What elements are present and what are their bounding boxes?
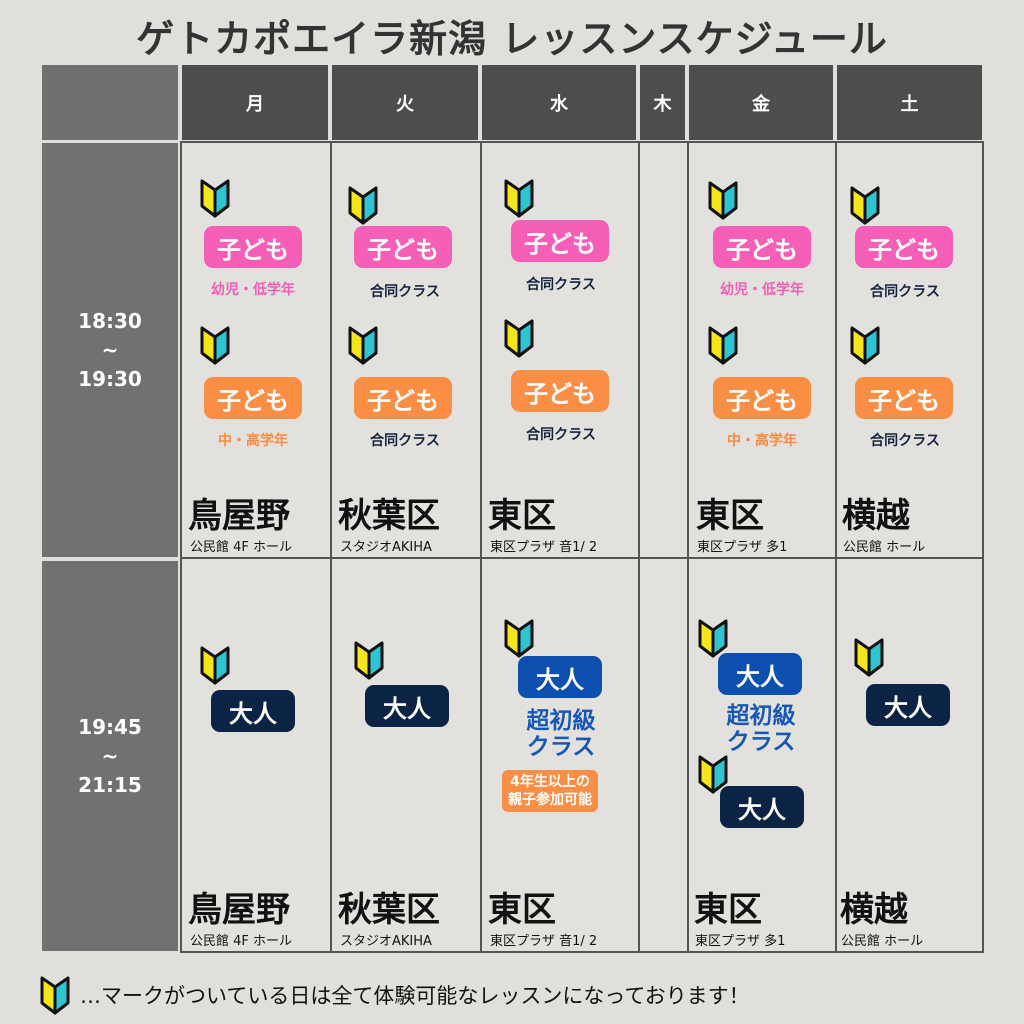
time-slot-2: 19:45 ~21:15 — [42, 561, 178, 951]
beginner-mark-icon — [708, 180, 738, 220]
location-name: 横越 — [840, 890, 908, 930]
footer-text: …マークがついている日は全て体験可能なレッスンになっております！ — [80, 984, 750, 1008]
day-header-thu: 木 — [640, 65, 685, 140]
beginner-mark-icon — [200, 325, 230, 365]
class-sub-label: 合同クラス — [526, 277, 596, 293]
beginner-mark-icon — [854, 637, 884, 677]
class-sub-label: 合同クラス — [526, 427, 596, 443]
day-header-mon: 月 — [182, 65, 328, 140]
kids-badge: 子ども — [713, 226, 811, 268]
kids-badge: 子ども — [354, 377, 452, 419]
beginner-mark-icon — [348, 185, 378, 225]
day-header-sat: 土 — [837, 65, 982, 140]
day-header-wed: 水 — [482, 65, 636, 140]
location-name: 秋葉区 — [338, 890, 440, 930]
class-sub-label: 合同クラス — [870, 433, 940, 449]
location-name: 東区 — [696, 496, 764, 536]
kids-badge: 子ども — [354, 226, 452, 268]
advanced-class-label: 超初級 クラス — [726, 703, 796, 755]
beginner-mark-icon — [348, 325, 378, 365]
beginner-mark-icon — [354, 640, 384, 680]
venue-name: スタジオAKIHA — [340, 540, 432, 555]
venue-name: 公民館 ホール — [843, 540, 926, 555]
class-sub-label: 合同クラス — [370, 433, 440, 449]
location-name: 東区 — [694, 890, 762, 930]
venue-name: 公民館 4F ホール — [190, 934, 293, 949]
kids-badge: 子ども — [511, 220, 609, 262]
class-sub-label: 合同クラス — [870, 284, 940, 300]
beginner-mark-icon — [504, 318, 534, 358]
location-name: 東区 — [488, 890, 556, 930]
cell-mon-slot2 — [180, 557, 332, 953]
venue-name: 東区プラザ 音1/ 2 — [490, 934, 598, 949]
beginner-mark-icon — [504, 178, 534, 218]
adult-badge: 大人 — [518, 656, 602, 698]
venue-name: 東区プラザ 多1 — [697, 540, 788, 555]
class-sub-label: 中・高学年 — [218, 433, 288, 449]
cell-tue-slot2 — [330, 557, 482, 953]
day-header-tue: 火 — [332, 65, 478, 140]
beginner-mark-icon — [504, 618, 534, 658]
kids-badge: 子ども — [855, 377, 953, 419]
kids-badge: 子ども — [204, 377, 302, 419]
location-name: 東区 — [488, 496, 556, 536]
class-sub-label: 合同クラス — [370, 284, 440, 300]
location-name: 横越 — [842, 496, 910, 536]
adult-badge: 大人 — [718, 653, 802, 695]
cell-thu-slot2 — [638, 557, 689, 953]
cell-fri-slot2 — [687, 557, 837, 953]
class-sub-label: 中・高学年 — [727, 433, 797, 449]
cell-thu-slot1 — [638, 141, 689, 559]
kids-badge: 子ども — [204, 226, 302, 268]
kids-badge: 子ども — [855, 226, 953, 268]
class-sub-label: 幼児・低学年 — [211, 282, 295, 298]
beginner-mark-icon — [708, 325, 738, 365]
header-corner — [42, 65, 178, 140]
beginner-mark-icon — [850, 325, 880, 365]
venue-name: 東区プラザ 音1/ 2 — [490, 540, 598, 555]
beginner-mark-icon — [850, 185, 880, 225]
beginner-mark-icon — [200, 645, 230, 685]
adult-badge: 大人 — [211, 690, 295, 732]
kids-badge: 子ども — [713, 377, 811, 419]
adult-badge: 大人 — [866, 684, 950, 726]
location-name: 鳥屋野 — [188, 496, 290, 536]
location-name: 秋葉区 — [338, 496, 440, 536]
note-badge: 4年生以上の 親子参加可能 — [502, 770, 598, 812]
class-sub-label: 幼児・低学年 — [720, 282, 804, 298]
venue-name: 公民館 4F ホール — [190, 540, 293, 555]
beginner-mark-icon — [698, 618, 728, 658]
adult-badge: 大人 — [365, 685, 449, 727]
venue-name: 東区プラザ 多1 — [695, 934, 786, 949]
advanced-class-label: 超初級 クラス — [526, 708, 596, 760]
footer-legend: …マークがついている日は全て体験可能なレッスンになっております！ — [40, 975, 750, 1015]
time-slot-1: 18:30 ~19:30 — [42, 143, 178, 557]
beginner-mark-icon — [200, 178, 230, 218]
cell-sat-slot2 — [835, 557, 984, 953]
venue-name: 公民館 ホール — [841, 934, 924, 949]
day-header-fri: 金 — [689, 65, 833, 140]
kids-badge: 子ども — [511, 370, 609, 412]
beginner-mark-icon — [40, 975, 70, 1015]
page-title: ゲトカポエイラ新潟 レッスンスケジュール — [136, 17, 888, 61]
adult-badge: 大人 — [720, 786, 804, 828]
location-name: 鳥屋野 — [188, 890, 290, 930]
venue-name: スタジオAKIHA — [340, 934, 432, 949]
